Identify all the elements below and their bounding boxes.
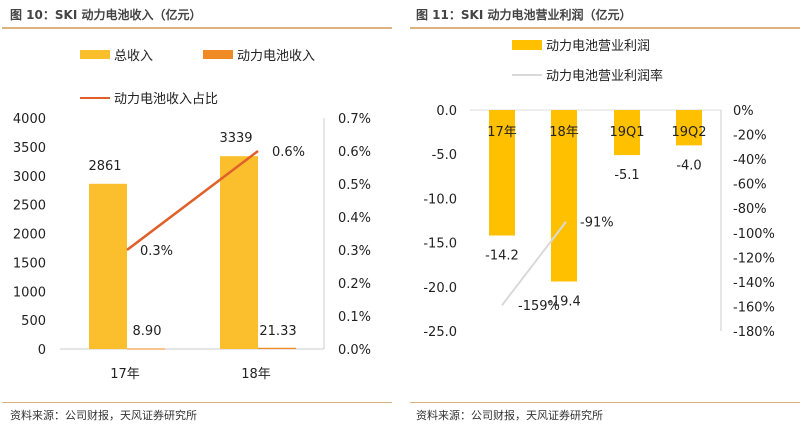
left-tick-label: 1000 xyxy=(13,285,46,300)
right-tick-label: -40% xyxy=(733,153,767,168)
line-label-margin: -159% xyxy=(518,299,560,314)
right-tick-label: -120% xyxy=(733,251,775,266)
right-tick-label: 0.2% xyxy=(338,277,371,292)
left-tick-label: -10.0 xyxy=(423,192,457,207)
bar-battery xyxy=(127,348,165,350)
right-tick-label: -20% xyxy=(733,129,767,144)
right-tick-label: 0.7% xyxy=(338,112,371,127)
chart1-source: 资料来源：公司财报，天风证券研究所 xyxy=(10,409,197,422)
right-tick-label: 0.3% xyxy=(338,244,371,259)
right-tick-label: 0.1% xyxy=(338,310,371,325)
legend-label-profit: 动力电池营业利润 xyxy=(546,39,650,54)
x-tick-label: 19Q1 xyxy=(609,125,644,140)
left-tick-label: -25.0 xyxy=(423,325,457,340)
chart2-bottom-rule xyxy=(410,402,800,403)
bar-label-profit: -14.2 xyxy=(485,249,519,264)
bar-profit xyxy=(489,110,515,236)
left-tick-label: 3500 xyxy=(13,141,46,156)
right-tick-label: -160% xyxy=(733,300,775,315)
legend-label-battery: 动力电池收入 xyxy=(237,49,315,64)
chart2-title: 图 11：SKI 动力电池营业利润（亿元） xyxy=(416,8,632,22)
line-label-margin: -91% xyxy=(580,216,614,231)
legend-swatch-total xyxy=(80,50,110,59)
left-tick-label: -15.0 xyxy=(423,237,457,252)
right-tick-label: 0% xyxy=(733,104,754,119)
bar-label-profit: -19.4 xyxy=(547,294,581,309)
bar-label-total: 3339 xyxy=(219,131,252,146)
left-tick-label: 500 xyxy=(21,314,46,329)
right-tick-label: -180% xyxy=(733,325,775,340)
bar-label-battery: 8.90 xyxy=(133,324,162,339)
bar-total xyxy=(220,156,258,349)
x-tick-label: 18年 xyxy=(241,367,271,382)
left-tick-label: 4000 xyxy=(13,112,46,127)
right-tick-label: -100% xyxy=(733,227,775,242)
chart1-bottom-rule xyxy=(2,402,392,403)
legend-label-margin: 动力电池营业利润率 xyxy=(546,68,663,84)
right-tick-label: 0.5% xyxy=(338,178,371,193)
line-margin xyxy=(501,221,567,306)
bar-total xyxy=(89,183,127,349)
bar-label-profit: -5.1 xyxy=(614,168,639,183)
left-tick-label: 2000 xyxy=(13,228,46,243)
bar-label-total: 2861 xyxy=(88,159,121,174)
bar-profit xyxy=(551,110,577,282)
left-tick-label: 0.0 xyxy=(436,104,457,119)
left-tick-label: 0 xyxy=(38,343,46,358)
bar-profit xyxy=(614,110,640,156)
line-label-share: 0.6% xyxy=(272,145,305,160)
left-tick-label: -20.0 xyxy=(423,281,457,296)
legend-swatch-battery xyxy=(203,50,233,59)
bar-label-profit: -4.0 xyxy=(676,158,701,173)
bar-label-battery: 21.33 xyxy=(259,324,296,339)
x-tick-label: 18年 xyxy=(549,125,579,140)
line-share xyxy=(126,150,259,251)
chart1-title-rule xyxy=(2,27,392,29)
x-tick-label: 17年 xyxy=(487,125,517,140)
right-tick-label: -140% xyxy=(733,276,775,291)
x-tick-label: 17年 xyxy=(110,367,140,382)
legend-label-share: 动力电池收入占比 xyxy=(114,92,218,107)
chart2-source: 资料来源：公司财报，天风证券研究所 xyxy=(416,409,603,422)
right-tick-label: -60% xyxy=(733,178,767,193)
left-tick-label: -5.0 xyxy=(432,148,457,163)
right-tick-label: 0.6% xyxy=(338,145,371,160)
legend-swatch-profit xyxy=(512,40,542,50)
chart2-title-rule xyxy=(410,27,800,29)
left-tick-label: 1500 xyxy=(13,256,46,271)
x-tick-label: 19Q2 xyxy=(671,125,706,140)
right-tick-label: 0.0% xyxy=(338,343,371,358)
bar-battery xyxy=(258,347,296,349)
bar-profit xyxy=(676,110,702,146)
left-tick-label: 2500 xyxy=(13,199,46,214)
right-tick-label: -80% xyxy=(733,202,767,217)
legend-label-total: 总收入 xyxy=(114,49,153,64)
line-label-share: 0.3% xyxy=(140,244,173,259)
left-tick-label: 3000 xyxy=(13,170,46,185)
right-tick-label: 0.4% xyxy=(338,211,371,226)
chart1-title: 图 10：SKI 动力电池收入（亿元） xyxy=(10,8,202,22)
